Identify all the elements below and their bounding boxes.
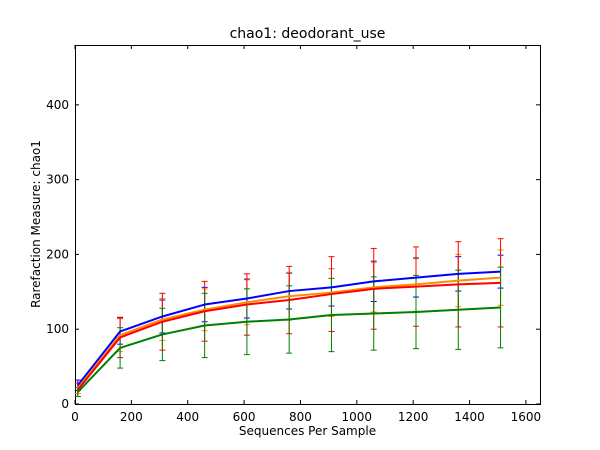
x-tick-label: 800 xyxy=(289,410,312,424)
x-tick-label: 1200 xyxy=(398,410,429,424)
axis-tick-labels: 0 200 400 600 800 1000 1200 1400 1600 0 100 200 300 4… xyxy=(46,98,541,424)
series-line xyxy=(77,281,501,391)
plot-frame xyxy=(75,45,541,405)
series-line xyxy=(77,306,501,393)
chart-title: chao1: deodorant_use xyxy=(229,26,386,42)
y-tick-label: 100 xyxy=(46,322,69,336)
x-tick-label: 1000 xyxy=(342,410,373,424)
y-tick-label: 0 xyxy=(61,397,69,411)
x-tick-label: 0 xyxy=(71,410,79,424)
x-tick-label: 1400 xyxy=(454,410,485,424)
x-axis-label: Sequences Per Sample xyxy=(238,424,377,438)
series-line xyxy=(77,270,501,386)
x-tick-label: 600 xyxy=(233,410,256,424)
axis-ticks xyxy=(74,45,540,405)
y-tick-label: 400 xyxy=(46,98,69,112)
x-tick-label: 400 xyxy=(176,410,199,424)
y-tick-label: 300 xyxy=(46,173,69,187)
y-axis-label: Rarefaction Measure: chao1 xyxy=(29,140,43,308)
x-tick-label: 1600 xyxy=(511,410,542,424)
y-tick-label: 200 xyxy=(46,247,69,261)
x-tick-label: 200 xyxy=(120,410,143,424)
series-line xyxy=(77,276,501,389)
series-lines xyxy=(77,270,501,393)
